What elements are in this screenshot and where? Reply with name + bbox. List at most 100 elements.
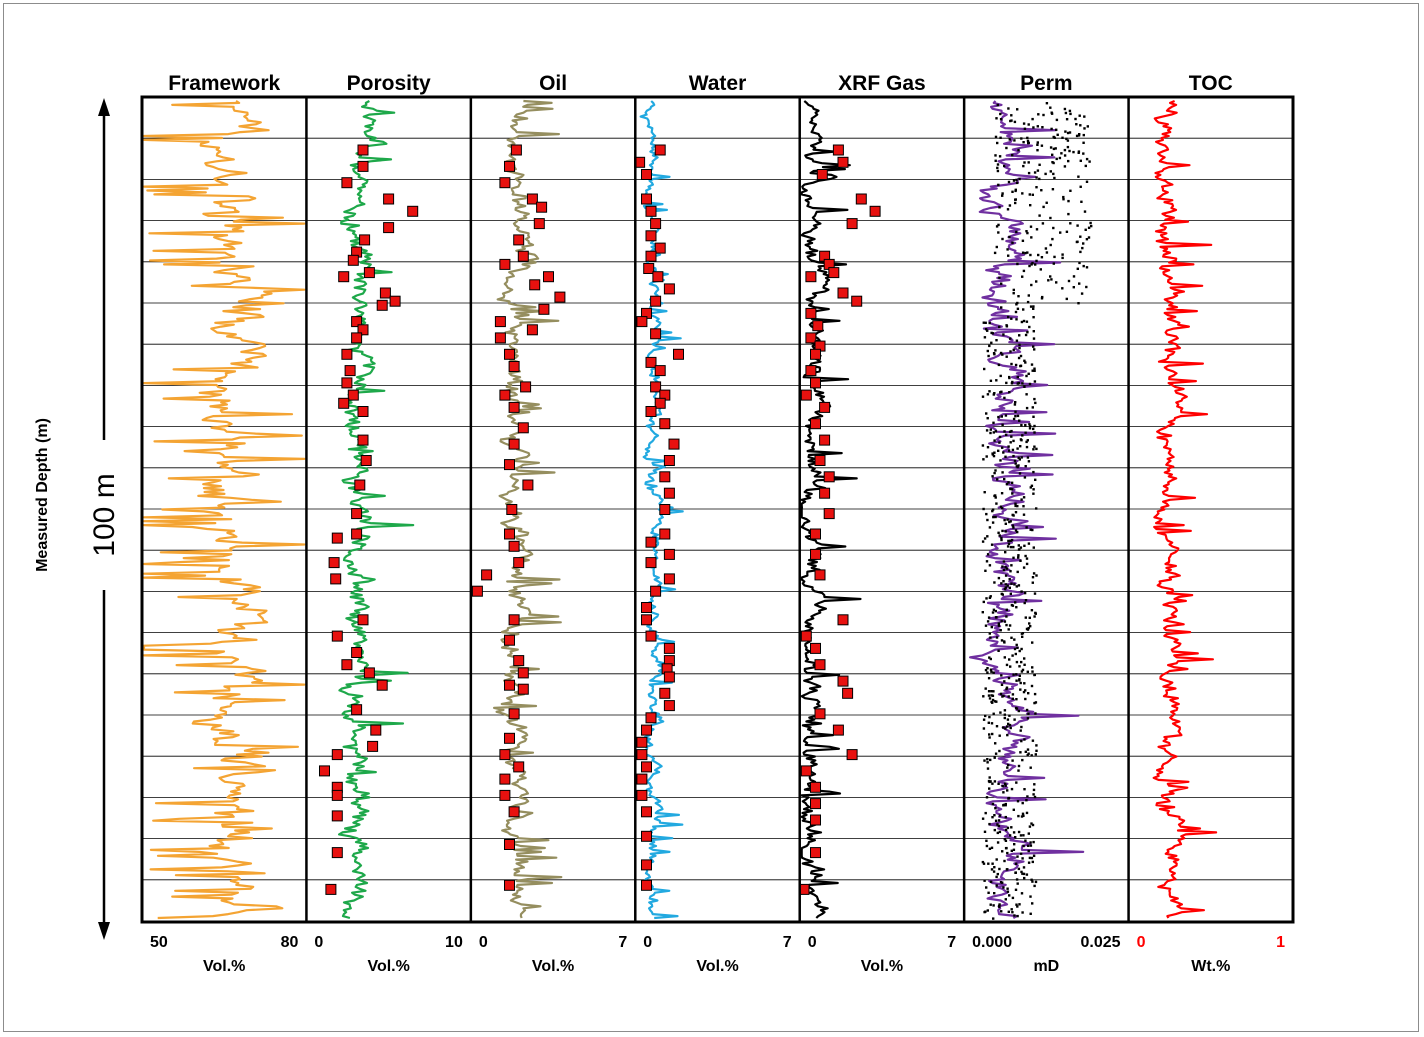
perm-dot	[1060, 152, 1063, 155]
perm-dot	[1007, 695, 1010, 698]
perm-dot	[1003, 518, 1006, 522]
perm-dot	[1082, 133, 1085, 137]
perm-dot	[999, 136, 1002, 139]
sample-marker	[341, 377, 353, 389]
perm-dot	[1004, 530, 1007, 533]
perm-dot	[1030, 754, 1033, 757]
perm-dot	[995, 636, 999, 639]
perm-dot	[1022, 505, 1025, 508]
perm-dot	[1064, 130, 1067, 133]
perm-dot	[1030, 363, 1034, 366]
perm-dot	[1032, 793, 1035, 796]
perm-dot	[983, 336, 987, 339]
perm-dot	[998, 435, 1002, 439]
perm-dot	[1022, 319, 1026, 323]
sample-marker	[351, 508, 363, 520]
perm-dot	[996, 169, 1000, 173]
perm-dot	[1028, 325, 1031, 329]
track-min-label: 0.000	[972, 934, 1012, 951]
perm-dot	[993, 756, 996, 759]
perm-dot	[1083, 210, 1087, 213]
perm-dot	[1077, 302, 1080, 305]
sample-marker	[370, 724, 382, 736]
perm-dot	[1031, 193, 1034, 196]
perm-dot	[1006, 789, 1009, 792]
perm-dot	[1035, 744, 1038, 747]
perm-dot	[983, 537, 987, 540]
perm-dot	[992, 608, 996, 611]
perm-dot	[1009, 665, 1012, 668]
perm-dot	[986, 767, 990, 770]
perm-dot	[1045, 201, 1048, 204]
sample-marker	[814, 659, 826, 671]
perm-dot	[1016, 570, 1019, 574]
perm-dot	[999, 711, 1002, 714]
perm-dot	[1005, 146, 1008, 150]
perm-dot	[1010, 119, 1013, 122]
perm-dot	[1021, 872, 1024, 875]
perm-dot	[986, 553, 990, 556]
perm-dot	[1005, 325, 1009, 328]
perm-dot	[1033, 592, 1037, 595]
perm-dot	[1066, 139, 1070, 142]
perm-dot	[1029, 841, 1032, 844]
perm-dot	[1029, 844, 1033, 847]
perm-dot	[1027, 294, 1030, 297]
perm-dot	[1024, 616, 1027, 619]
perm-dot	[1011, 697, 1014, 700]
perm-dot	[1022, 814, 1025, 817]
perm-dot	[1001, 507, 1004, 510]
perm-dot	[1050, 127, 1053, 131]
perm-dot	[1078, 261, 1081, 265]
sample-marker	[659, 504, 671, 515]
perm-dot	[998, 904, 1001, 908]
perm-dot	[1019, 438, 1023, 441]
sample-marker	[645, 630, 657, 642]
perm-dot	[1053, 176, 1056, 180]
perm-dot	[982, 507, 985, 511]
perm-dot	[1015, 585, 1018, 588]
sample-marker	[645, 356, 657, 368]
perm-dot	[1025, 230, 1028, 233]
perm-dot	[993, 251, 997, 255]
perm-dot	[985, 844, 989, 848]
perm-dot	[1014, 410, 1017, 413]
sample-marker	[645, 250, 657, 262]
sample-marker	[805, 365, 817, 377]
perm-dot	[1077, 151, 1080, 154]
perm-dot	[1014, 502, 1017, 505]
sample-marker	[832, 144, 844, 156]
perm-dot	[1017, 814, 1020, 818]
perm-dot	[1026, 139, 1030, 143]
perm-dot	[988, 321, 991, 325]
perm-dot	[1014, 363, 1018, 367]
perm-dot	[1013, 120, 1017, 124]
perm-dot	[1020, 739, 1023, 743]
perm-dot	[1016, 447, 1019, 450]
perm-dot	[1068, 109, 1072, 113]
perm-dot	[1015, 606, 1018, 609]
sample-marker	[504, 160, 515, 172]
sample-marker	[810, 377, 821, 389]
track-toc: TOC 0 1 Wt.%	[1127, 72, 1285, 975]
perm-dot	[985, 560, 989, 563]
perm-dot	[1022, 844, 1025, 848]
perm-dot	[988, 736, 991, 739]
perm-dot	[981, 817, 985, 820]
perm-dot	[988, 526, 992, 529]
perm-dot	[989, 428, 992, 431]
perm-dot	[1023, 476, 1027, 479]
perm-dot	[1061, 256, 1064, 260]
perm-dot	[1019, 688, 1022, 691]
track-max-label: 0.025	[1081, 934, 1121, 951]
sample-marker	[636, 789, 648, 801]
perm-dot	[1029, 424, 1032, 428]
perm-dot	[993, 494, 996, 498]
sample-marker	[341, 177, 353, 189]
sample-marker	[508, 614, 520, 626]
perm-dot	[1010, 787, 1014, 791]
perm-dot	[1024, 251, 1027, 255]
perm-dot	[1003, 709, 1007, 712]
perm-dot	[1044, 172, 1047, 176]
perm-dot	[999, 459, 1002, 462]
